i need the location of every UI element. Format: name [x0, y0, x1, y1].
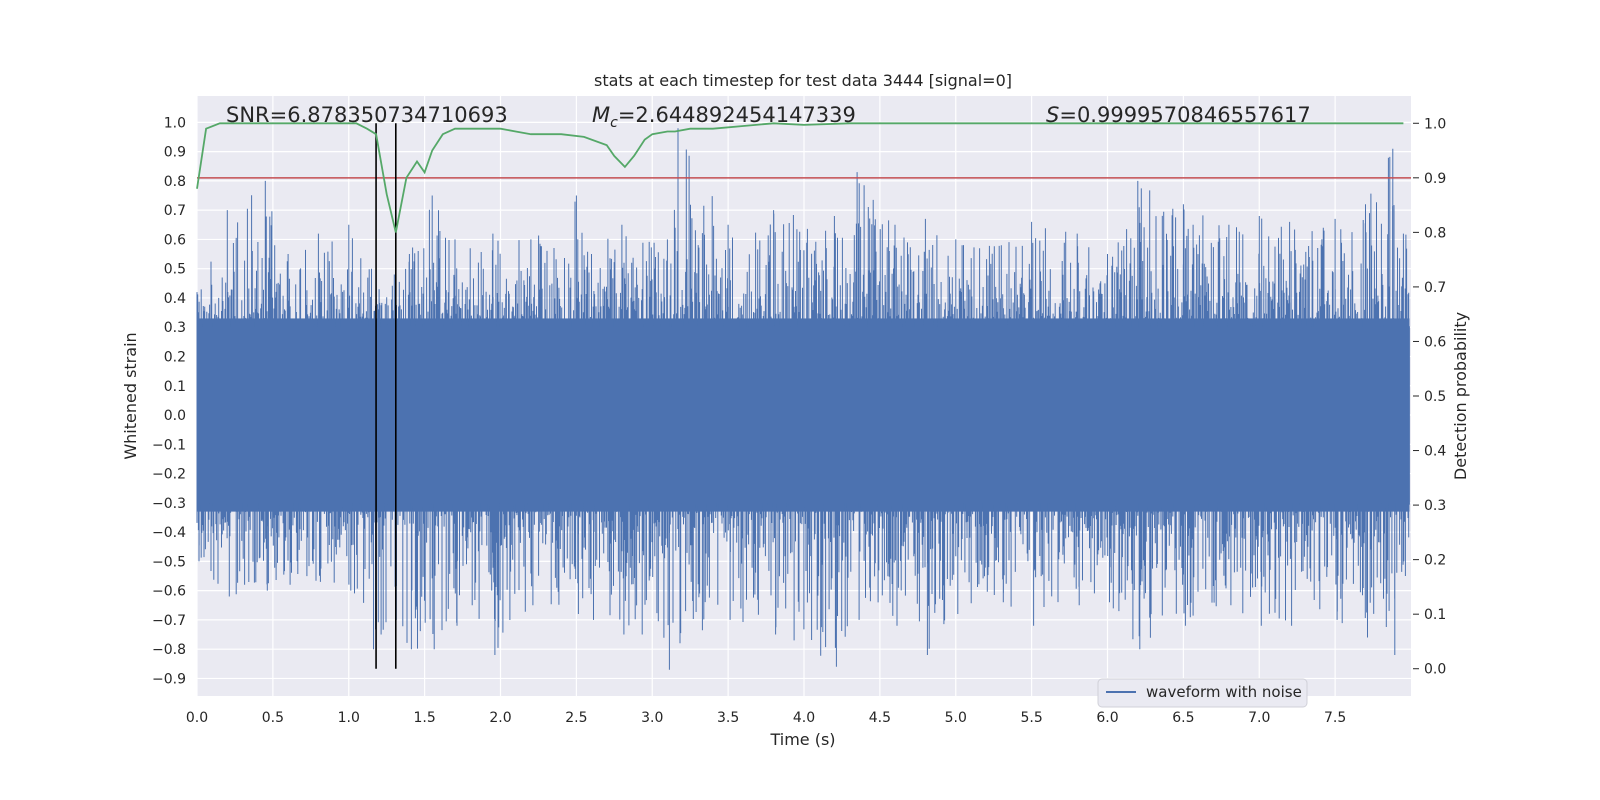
x-tick-label-5: 2.5 — [565, 710, 587, 726]
y-axis-label: Whitened strain — [121, 332, 140, 459]
probability-line — [196, 122, 1404, 233]
y-tick-label-12: −0.2 — [152, 467, 186, 483]
y2-tick-label-1: 0.9 — [1424, 171, 1446, 187]
y-tick-label-16: −0.6 — [152, 584, 186, 600]
x-tick-label-0: 0.0 — [186, 710, 208, 726]
y-tick-label-8: 0.2 — [164, 349, 186, 365]
y2-tick-label-0: 1.0 — [1424, 116, 1446, 132]
x-tick-label-7: 3.5 — [717, 710, 739, 726]
legend-label-waveform: waveform with noise — [1146, 683, 1302, 701]
chart-title: stats at each timestep for test data 344… — [594, 71, 1012, 90]
x-axis-label: Time (s) — [769, 730, 835, 749]
overlay-lines — [196, 122, 1411, 669]
y2-tick-label-3: 0.7 — [1424, 280, 1446, 296]
x-tick-label-14: 7.0 — [1248, 710, 1270, 726]
x-tick-label-10: 5.0 — [945, 710, 967, 726]
y-tick-label-0: 1.0 — [164, 115, 186, 131]
x-tick-label-3: 1.5 — [413, 710, 435, 726]
x-tick-label-8: 4.0 — [793, 710, 815, 726]
y2-tick-label-5: 0.5 — [1424, 389, 1446, 405]
y-tick-label-10: 0.0 — [164, 408, 186, 424]
legend: waveform with noise — [1097, 678, 1308, 708]
x-tick-label-12: 6.0 — [1096, 710, 1118, 726]
y2-tick-label-6: 0.4 — [1424, 444, 1446, 460]
x-tick-label-9: 4.5 — [869, 710, 891, 726]
y-tick-label-13: −0.3 — [152, 496, 186, 512]
x-tick-label-13: 6.5 — [1172, 710, 1194, 726]
y-tick-label-11: −0.1 — [152, 437, 186, 453]
y2-tick-label-9: 0.1 — [1424, 607, 1446, 623]
y2-tick-label-4: 0.6 — [1424, 334, 1446, 350]
y-tick-label-4: 0.6 — [164, 232, 186, 248]
y-tick-label-2: 0.8 — [164, 174, 186, 190]
y-tick-label-5: 0.5 — [164, 262, 186, 278]
y2-tick-label-10: 0.0 — [1424, 662, 1446, 678]
y-tick-label-6: 0.4 — [164, 291, 186, 307]
legend-box — [1097, 678, 1308, 708]
y-tick-label-17: −0.7 — [152, 613, 186, 629]
y2-tick-label-2: 0.8 — [1424, 225, 1446, 241]
x-tick-label-11: 5.5 — [1020, 710, 1042, 726]
chirp-mass-annotation: Mc=2.644892454147339 — [592, 103, 856, 131]
x-tick-label-2: 1.0 — [338, 710, 360, 726]
x-tick-label-1: 0.5 — [262, 710, 284, 726]
x-tick-label-6: 3.0 — [641, 710, 663, 726]
snr-annotation: SNR=6.878350734710693 — [226, 103, 508, 127]
y-tick-label-7: 0.3 — [164, 320, 186, 336]
y-tick-label-1: 0.9 — [164, 145, 186, 161]
tick-labels: 0.0 0.5 1.0 1.5 2.0 2.5 3.0 3.5 4.0 4.5 5.0 5.5 6.0 6… — [152, 115, 1446, 726]
waveform-line — [196, 128, 1410, 670]
y2-tick-label-7: 0.3 — [1424, 498, 1446, 514]
x-tick-label-4: 2.0 — [489, 710, 511, 726]
y-tick-label-14: −0.4 — [152, 525, 186, 541]
score-annotation: S=0.9999570846557617 — [1046, 103, 1311, 127]
y-tick-label-9: 0.1 — [164, 379, 186, 395]
y-tick-label-19: −0.9 — [152, 671, 186, 687]
y-tick-label-15: −0.5 — [152, 554, 186, 570]
y2-axis-label: Detection probability — [1451, 312, 1470, 480]
y-tick-label-3: 0.7 — [164, 203, 186, 219]
x-tick-label-15: 7.5 — [1324, 710, 1346, 726]
waveform-series — [196, 128, 1410, 670]
y-tick-label-18: −0.8 — [152, 642, 186, 658]
y2-tick-label-8: 0.2 — [1424, 553, 1446, 569]
